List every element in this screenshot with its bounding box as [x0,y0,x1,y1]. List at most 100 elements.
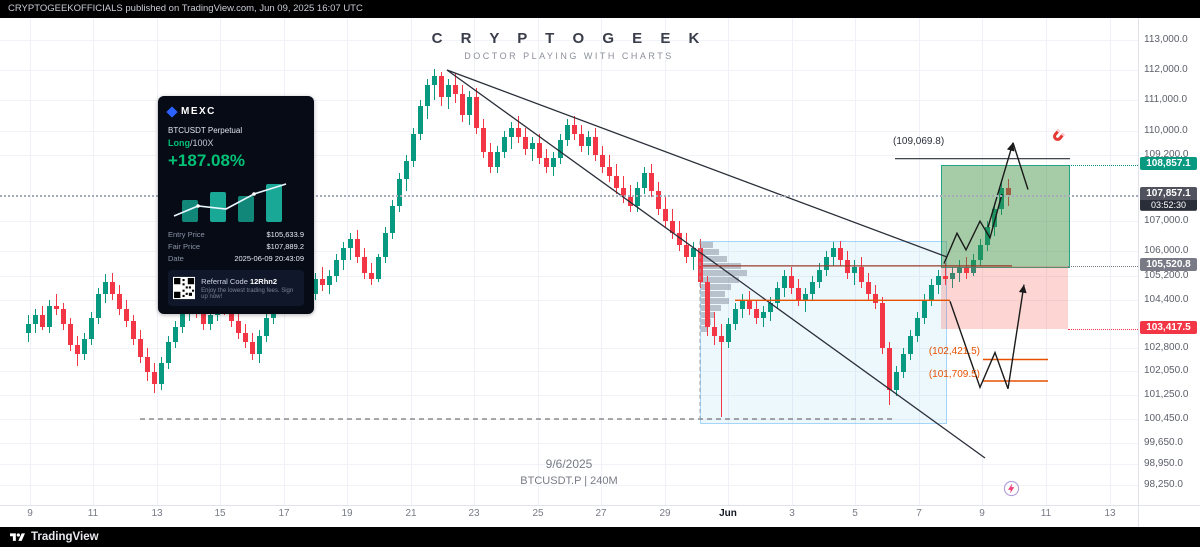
time-axis-label[interactable]: 19 [341,508,353,519]
candle-body [607,166,612,176]
candle-body [817,269,822,282]
mexc-promo-card[interactable]: MEXC BTCUSDT Perpetual Long/100X +187.08… [158,96,314,314]
candle-body [705,281,710,327]
candle-body [257,335,262,355]
candle-body [208,314,213,324]
candle-body [628,197,633,207]
time-axis-label[interactable]: 25 [532,508,544,519]
candle-body [264,317,269,336]
candle-body [684,245,689,258]
promo-roi: +187.08% [168,151,246,170]
fair-price-value: $107,889.2 [266,242,304,251]
candle-body [243,332,248,342]
candle-body [782,275,787,288]
boost-bolt-icon[interactable] [1003,480,1020,502]
tradingview-logo-icon[interactable] [10,531,25,544]
candle-body [810,281,815,294]
candle-body [103,281,108,294]
promo-row-fair: Fair Price $107,889.2 [168,242,304,251]
candle-body [537,142,542,158]
gridline-horizontal [0,394,1138,396]
candle-body [236,320,241,333]
candle-body [341,248,346,261]
time-axis-label[interactable]: Jun [719,508,737,519]
candle-body [425,85,430,107]
candle-body [481,127,486,152]
candle-body [719,335,724,342]
time-axis-label[interactable]: 11 [1040,508,1052,519]
candle-body [572,124,577,134]
candle-body [390,206,395,234]
time-axis-border [0,505,1200,506]
candle-body [173,326,178,342]
candle-body [432,76,437,86]
price-axis-label: 98,950.0 [1144,458,1183,470]
time-axis-label[interactable]: 9 [27,508,33,519]
mexc-diamond-icon [166,105,178,118]
candle-wick [56,293,57,315]
stop-zone-box[interactable] [941,265,1068,330]
qr-code [173,276,196,300]
candle-body [404,160,409,179]
gridline-horizontal [0,485,1138,487]
magnet-icon[interactable] [1041,125,1070,154]
price-badge[interactable]: 108,857.1 [1140,157,1197,171]
candle-body [880,302,885,349]
candle-body [859,266,864,282]
candle-body [845,260,850,273]
candle-body [320,278,325,285]
candle-body [488,151,493,167]
candle-body [334,260,339,276]
candle-body [754,308,759,318]
candle-body [439,76,444,98]
time-axis-label[interactable]: 5 [852,508,858,519]
tradingview-wordmark[interactable]: TradingView [31,531,99,543]
publish-text: CRYPTOGEEKOFFICIALS published on Trading… [8,3,363,14]
gridline-vertical [411,18,412,505]
entry-price-value: $105,633.9 [266,230,304,239]
referral-line: Referral Code 12Rhn2 [201,277,299,286]
badge-connector-line [1068,165,1138,167]
volume-profile-row [701,305,721,312]
candle-body [96,293,101,318]
trend-line[interactable] [446,69,948,258]
price-axis-label: 110,000.0 [1144,124,1188,136]
candle-body [369,272,374,279]
candle-body [922,299,927,318]
time-axis-label[interactable]: 11 [87,508,99,519]
time-axis-label[interactable]: 13 [151,508,163,519]
candle-body [40,314,45,327]
time-axis-label[interactable]: 29 [659,508,671,519]
candle-body [502,136,507,152]
time-axis-label[interactable]: 9 [979,508,985,519]
candle-body [824,257,829,270]
candle-body [131,320,136,339]
candle-body [61,308,66,324]
promo-row-date: Date 2025-06-09 20:43:09 [168,254,304,263]
candle-body [89,317,94,339]
time-axis-label[interactable]: 17 [278,508,290,519]
candle-body [159,363,164,385]
time-axis-label[interactable]: 15 [214,508,226,519]
time-axis-label[interactable]: 21 [405,508,417,519]
candle-body [453,85,458,95]
price-badge[interactable]: 105,520.8 [1140,257,1197,271]
price-badge[interactable]: 107,857.1 03:52:30 [1140,187,1197,212]
gridline-horizontal [0,464,1138,466]
candle-body [642,172,647,188]
badge-connector-line [1068,329,1138,331]
price-badge[interactable]: 103,417.5 [1140,321,1197,335]
candle-body [565,124,570,140]
tp1-price-label: (102,421.5) [928,346,980,357]
date-label: Date [168,254,184,263]
time-axis-label[interactable]: 3 [789,508,795,519]
anchored-date-note: 9/6/2025 [545,457,593,471]
target-zone-box[interactable] [941,165,1070,268]
time-axis-label[interactable]: 7 [916,508,922,519]
time-axis-label[interactable]: 13 [1104,508,1116,519]
time-axis-label[interactable]: 27 [595,508,607,519]
gridline-horizontal [0,40,1138,41]
candle-body [383,233,388,258]
time-axis-label[interactable]: 23 [468,508,480,519]
date-value: 2025-06-09 20:43:09 [234,254,304,263]
